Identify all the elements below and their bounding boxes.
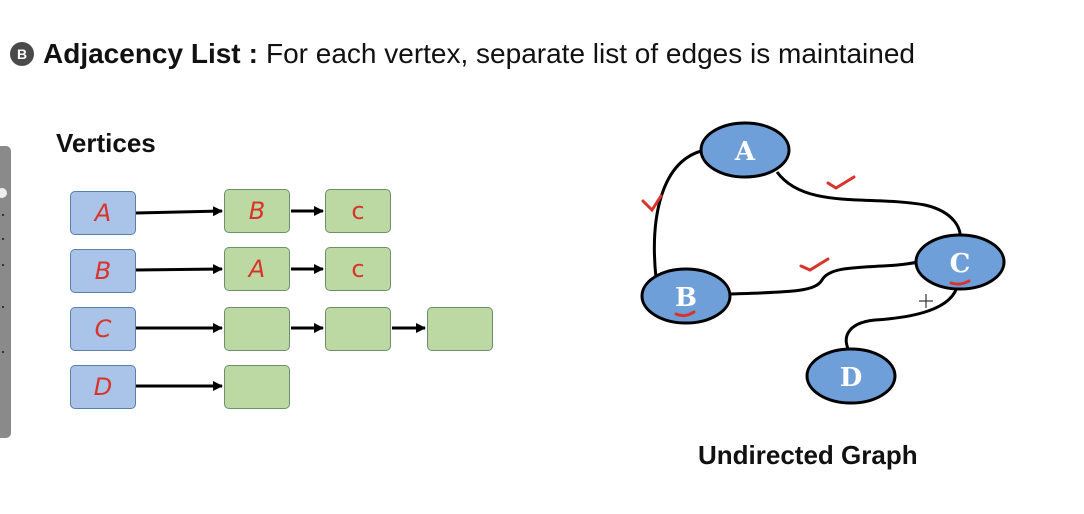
check-mark-icon — [641, 194, 663, 213]
arrow-b-to-a — [135, 264, 223, 275]
svg-text:C: C — [950, 249, 971, 279]
tick-mark — [2, 238, 4, 240]
check-marks — [641, 175, 856, 272]
underline-mark — [674, 310, 696, 318]
neighbor-box-a-1: B — [224, 189, 290, 233]
heading-description: For each vertex, separate list of edges … — [265, 38, 915, 69]
tick-mark — [2, 264, 4, 266]
neighbor-box-c-3 — [427, 307, 493, 351]
edge-a-c — [775, 171, 962, 241]
heading-separator: : — [248, 38, 258, 69]
vertex-box-a: A — [70, 191, 136, 235]
crosshair-cursor-icon — [919, 294, 933, 308]
underline-mark — [949, 279, 971, 286]
tick-mark — [2, 214, 4, 216]
vertex-box-d: D — [70, 365, 136, 409]
vertices-label: Vertices — [56, 128, 156, 158]
tick-mark — [2, 351, 4, 353]
svg-text:B: B — [675, 283, 697, 313]
check-mark-icon — [799, 257, 830, 272]
svg-text:D: D — [840, 363, 863, 393]
graph-caption: Undirected Graph — [698, 440, 918, 470]
tick-mark — [2, 306, 4, 308]
adjacency-arrows — [135, 206, 426, 391]
neighbor-box-b-2: c — [325, 247, 391, 291]
check-mark-icon — [826, 175, 856, 190]
slide-heading: B Adjacency List : For each vertex, sepa… — [10, 34, 915, 74]
heading-title: Adjacency List — [43, 38, 241, 69]
graph-node-b: B — [640, 267, 732, 325]
edge-a-b — [652, 148, 706, 279]
section-badge: B — [10, 42, 34, 66]
edge-c-d — [844, 281, 960, 353]
neighbor-box-c-1 — [224, 307, 290, 351]
neighbor-box-c-2 — [325, 307, 391, 351]
edge-b-c — [729, 260, 919, 296]
graph-node-a: A — [699, 121, 791, 179]
vertex-box-c: C — [70, 307, 136, 351]
neighbor-box-a-2: c — [325, 189, 391, 233]
scroll-knob[interactable] — [0, 188, 7, 198]
neighbor-box-b-1: A — [224, 247, 290, 291]
arrow-a-to-b — [135, 206, 223, 217]
graph-node-c: C — [914, 233, 1006, 291]
neighbor-box-d-1 — [224, 365, 290, 409]
side-panel-handle[interactable] — [0, 146, 11, 438]
svg-text:A: A — [734, 137, 756, 167]
vertex-box-b: B — [70, 249, 136, 293]
graph-node-d: D — [805, 347, 897, 405]
